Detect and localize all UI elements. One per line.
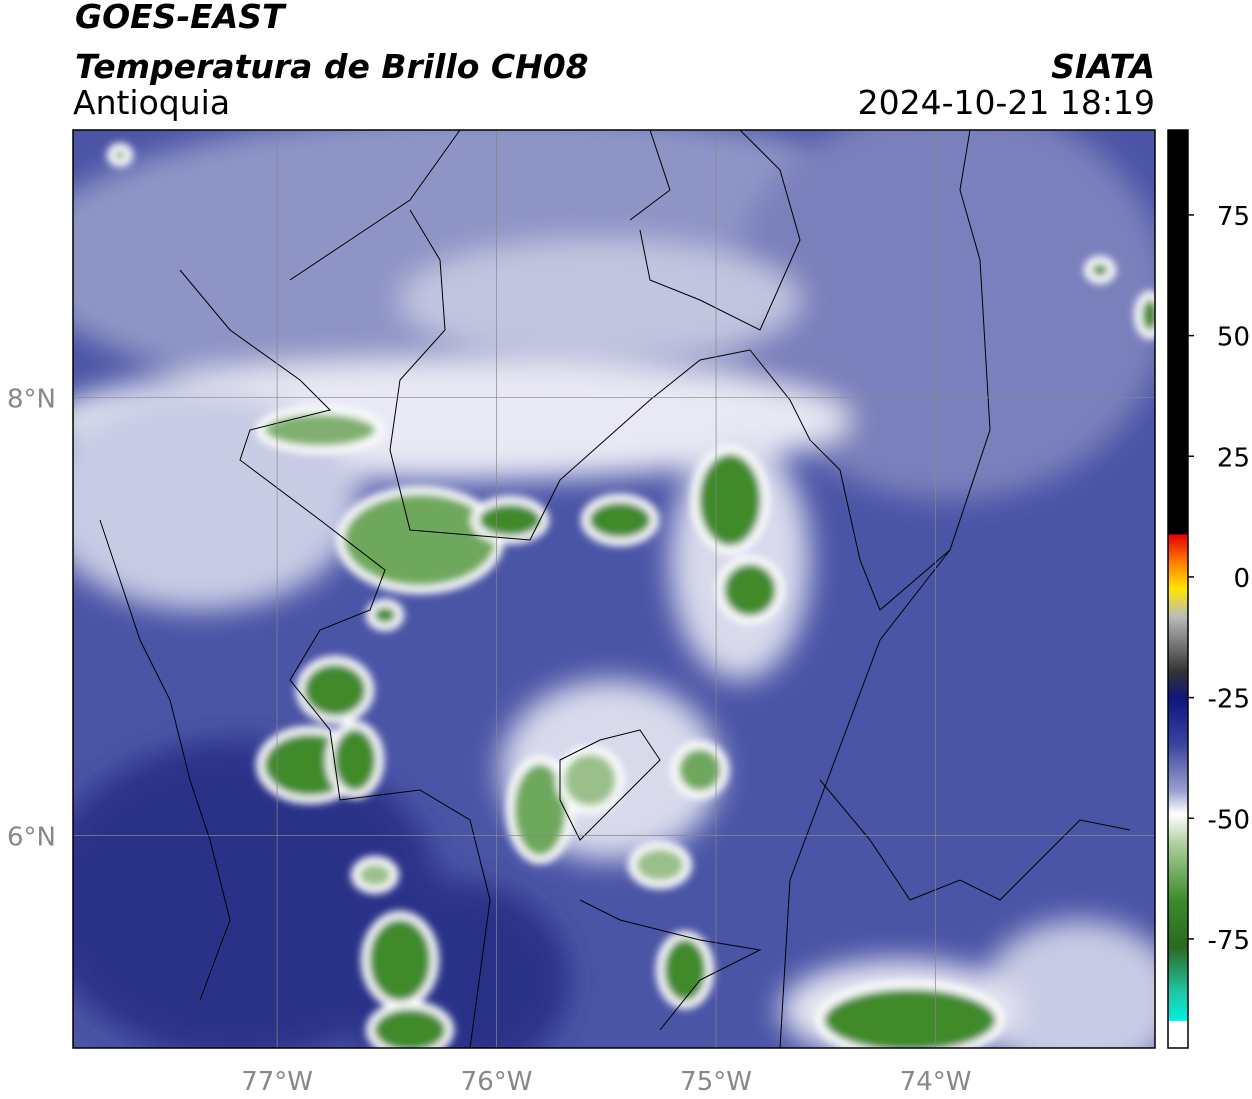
grid — [73, 130, 1155, 1048]
timestamp: 2024-10-21 18:19 — [858, 83, 1155, 122]
colorbar-tick-label: -75 — [1208, 926, 1250, 956]
x-tick-label: 76°W — [461, 1067, 533, 1097]
colorbar-tick-label: 0 — [1233, 564, 1250, 594]
y-tick-label: 6°N — [7, 822, 56, 852]
source: SIATA — [1051, 47, 1155, 86]
x-tick-label: 75°W — [680, 1067, 752, 1097]
x-tick-label: 74°W — [900, 1067, 972, 1097]
region: Antioquia — [73, 83, 230, 122]
colorbar — [1167, 129, 1189, 1049]
colorbar-tick-label: 75 — [1217, 202, 1250, 232]
subtitle: Temperatura de Brillo CH08 — [75, 47, 589, 86]
satellite-image — [73, 130, 1155, 1048]
y-tick-label: 8°N — [7, 384, 56, 414]
colorbar-tick-label: 50 — [1217, 323, 1250, 353]
map-frame — [72, 129, 1156, 1049]
colorbar-tick-label: -50 — [1208, 805, 1250, 835]
x-tick-label: 77°W — [241, 1067, 313, 1097]
boundaries — [99, 130, 1131, 1048]
title-block: GOES-EAST Temperatura de Brillo CH08 Ant… — [73, 0, 1155, 122]
colorbar-tick-label: 25 — [1217, 443, 1250, 473]
colorbar-tick-label: -25 — [1208, 685, 1250, 715]
ticks: 77°W 76°W 75°W 74°W 8°N 6°N 75 50 25 0 -25 -50 -75 — [7, 202, 1250, 1097]
title: GOES-EAST — [75, 0, 287, 36]
